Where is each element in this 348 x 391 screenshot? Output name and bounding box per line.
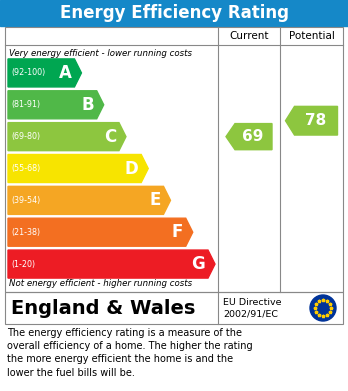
Text: 78: 78	[305, 113, 326, 128]
Text: G: G	[191, 255, 205, 273]
Bar	[0, 0, 348, 26]
Text: C: C	[104, 127, 116, 145]
Polygon shape	[8, 123, 126, 151]
Bar	[5, 27, 343, 292]
Text: (1-20): (1-20)	[11, 260, 35, 269]
Polygon shape	[8, 187, 171, 214]
Text: 69: 69	[242, 129, 264, 144]
Polygon shape	[226, 124, 272, 150]
Text: Very energy efficient - lower running costs: Very energy efficient - lower running co…	[9, 48, 192, 57]
Text: (39-54): (39-54)	[11, 196, 40, 205]
Text: D: D	[125, 160, 138, 178]
Text: Energy Efficiency Rating: Energy Efficiency Rating	[60, 4, 288, 22]
Text: Potential: Potential	[288, 31, 334, 41]
Text: (92-100): (92-100)	[11, 68, 45, 77]
Text: England & Wales: England & Wales	[11, 298, 195, 317]
Bar	[5, 292, 343, 324]
Text: A: A	[58, 64, 71, 82]
Text: The energy efficiency rating is a measure of the
overall efficiency of a home. T: The energy efficiency rating is a measur…	[7, 328, 253, 378]
Polygon shape	[8, 59, 81, 87]
Text: (55-68): (55-68)	[11, 164, 40, 173]
Text: Current: Current	[229, 31, 269, 41]
Circle shape	[310, 295, 336, 321]
Polygon shape	[8, 218, 193, 246]
Text: F: F	[171, 223, 183, 241]
Polygon shape	[285, 106, 338, 135]
Text: (69-80): (69-80)	[11, 132, 40, 141]
Text: Not energy efficient - higher running costs: Not energy efficient - higher running co…	[9, 280, 192, 289]
Polygon shape	[8, 250, 215, 278]
Text: (21-38): (21-38)	[11, 228, 40, 237]
Text: (81-91): (81-91)	[11, 100, 40, 109]
Text: E: E	[149, 191, 160, 209]
Polygon shape	[8, 154, 148, 183]
Polygon shape	[8, 91, 104, 119]
Text: EU Directive
2002/91/EC: EU Directive 2002/91/EC	[223, 298, 282, 318]
Text: B: B	[81, 96, 94, 114]
